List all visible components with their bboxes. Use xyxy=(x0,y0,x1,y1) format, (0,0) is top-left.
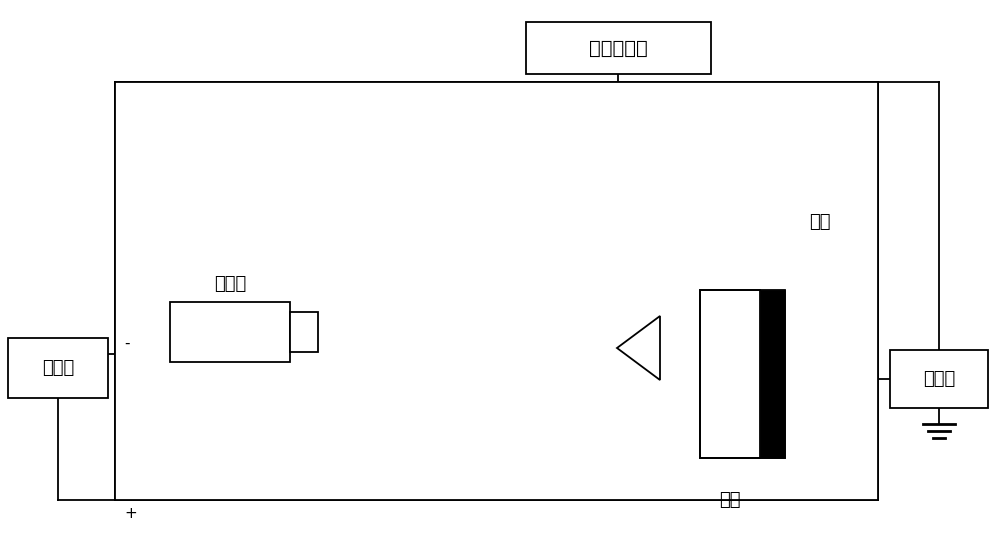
Bar xyxy=(700,290,785,458)
Bar xyxy=(526,22,710,74)
Text: 电压源: 电压源 xyxy=(42,359,74,377)
Text: 电流计: 电流计 xyxy=(923,370,955,388)
Polygon shape xyxy=(617,316,660,380)
Bar xyxy=(760,290,785,458)
Text: +: + xyxy=(124,507,137,522)
Bar xyxy=(890,350,988,408)
Bar xyxy=(170,302,290,362)
Text: -: - xyxy=(124,335,130,350)
Text: 电子枪: 电子枪 xyxy=(214,275,246,293)
Bar xyxy=(700,290,760,458)
Bar xyxy=(8,338,108,398)
Text: 电极: 电极 xyxy=(809,213,831,231)
Text: 静电电位计: 静电电位计 xyxy=(589,38,647,57)
Bar xyxy=(115,82,878,500)
Bar xyxy=(290,312,318,352)
Text: 样品: 样品 xyxy=(719,491,740,509)
